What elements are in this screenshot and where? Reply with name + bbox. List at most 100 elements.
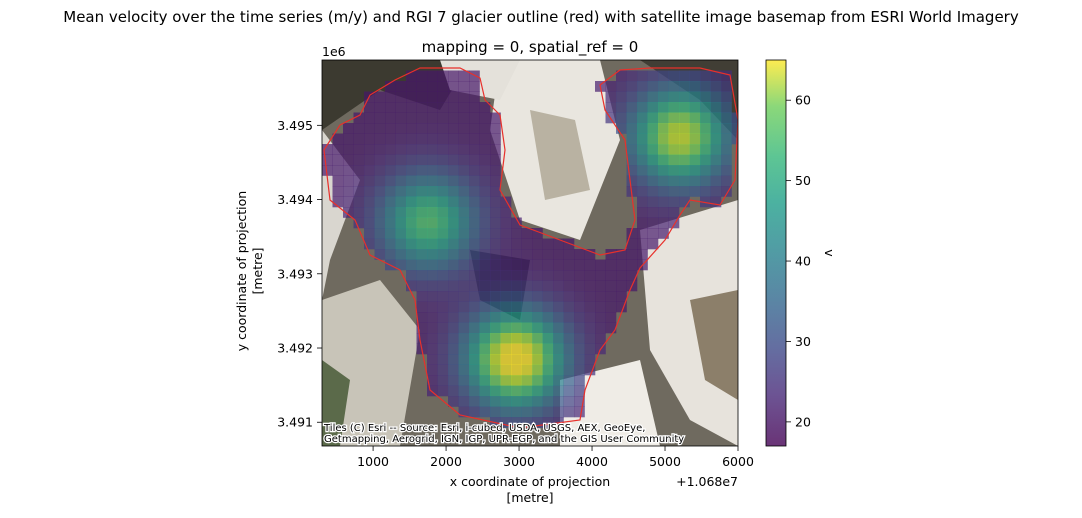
raster-cell — [626, 70, 638, 82]
raster-cell — [584, 343, 596, 355]
raster-cell — [658, 102, 669, 113]
raster-cell — [458, 396, 470, 407]
raster-cell — [511, 364, 522, 376]
raster-cell — [511, 249, 522, 260]
raster-cell — [458, 217, 470, 229]
raster-cell — [469, 175, 480, 187]
x-tick-label: 2000 — [430, 454, 462, 469]
raster-cell — [479, 196, 491, 208]
raster-cell — [500, 396, 512, 407]
raster-cell — [532, 249, 543, 260]
raster-cell — [448, 175, 459, 187]
raster-cell — [553, 375, 564, 386]
raster-cell — [427, 364, 438, 376]
raster-cell — [710, 133, 722, 145]
attribution-line-2: Getmapping, Aerogrid, IGN, IGP, UPR-EGP,… — [324, 434, 684, 445]
raster-cell — [584, 291, 596, 302]
raster-cell — [458, 175, 470, 187]
colorbar-tick-label: 20 — [795, 414, 811, 429]
raster-cell — [521, 385, 533, 397]
raster-cell — [364, 186, 375, 197]
raster-cell — [563, 249, 575, 260]
raster-cell — [479, 312, 491, 323]
raster-cell — [364, 102, 375, 113]
raster-cell — [427, 123, 438, 134]
raster-cell — [490, 270, 501, 281]
raster-cell — [626, 165, 638, 176]
raster-cell — [532, 364, 543, 376]
raster-cell — [532, 406, 543, 418]
raster-cell — [595, 270, 606, 281]
raster-cell — [511, 375, 522, 386]
raster-cell — [658, 70, 669, 82]
raster-cell — [374, 154, 386, 166]
raster-cell — [637, 133, 648, 145]
raster-cell — [406, 112, 417, 124]
y-tick-label: 3.491 — [277, 415, 313, 430]
raster-cell — [416, 196, 428, 208]
raster-cell — [395, 175, 407, 187]
raster-cell — [605, 291, 617, 302]
raster-cell — [511, 385, 522, 397]
raster-cell — [721, 81, 732, 92]
raster-cell — [553, 406, 564, 418]
raster-cell — [700, 133, 711, 145]
raster-cell — [343, 165, 354, 176]
raster-cell — [679, 186, 690, 197]
raster-cell — [553, 312, 564, 323]
raster-cell — [437, 270, 449, 281]
raster-cell — [637, 238, 648, 250]
raster-cell — [647, 70, 659, 82]
raster-cell — [448, 301, 459, 313]
raster-cell — [679, 70, 690, 82]
raster-cell — [532, 322, 543, 334]
raster-cell — [490, 322, 501, 334]
raster-cell — [479, 343, 491, 355]
raster-cell — [532, 238, 543, 250]
raster-cell — [479, 396, 491, 407]
raster-cell — [406, 175, 417, 187]
raster-cell — [721, 112, 732, 124]
raster-cell — [458, 270, 470, 281]
raster-cell — [721, 165, 732, 176]
raster-cell — [679, 102, 690, 113]
raster-cell — [469, 165, 480, 176]
raster-cell — [532, 417, 543, 428]
raster-cell — [637, 217, 648, 229]
raster-cell — [490, 333, 501, 344]
raster-cell — [416, 270, 428, 281]
raster-cell — [469, 207, 480, 218]
raster-cell — [416, 165, 428, 176]
raster-cell — [542, 270, 554, 281]
raster-cell — [637, 81, 648, 92]
raster-cell — [647, 123, 659, 134]
raster-cell — [353, 217, 365, 229]
raster-cell — [437, 322, 449, 334]
raster-cell — [574, 375, 585, 386]
raster-cell — [668, 196, 680, 208]
raster-cell — [395, 259, 407, 271]
map-area[interactable]: Tiles (C) Esri -- Source: Esri, i-cubed,… — [322, 60, 742, 446]
raster-cell — [479, 238, 491, 250]
raster-cell — [385, 91, 396, 103]
raster-cell — [448, 154, 459, 166]
raster-cell — [668, 154, 680, 166]
raster-cell — [395, 207, 407, 218]
raster-cell — [511, 396, 522, 407]
raster-cell — [679, 175, 690, 187]
raster-cell — [605, 322, 617, 334]
raster-cell — [721, 70, 732, 82]
raster-cell — [395, 186, 407, 197]
raster-cell — [385, 81, 396, 92]
raster-cell — [542, 343, 554, 355]
raster-cell — [626, 175, 638, 187]
raster-cell — [448, 102, 459, 113]
raster-cell — [521, 406, 533, 418]
raster-cell — [374, 91, 386, 103]
raster-cell — [479, 301, 491, 313]
raster-cell — [710, 144, 722, 155]
raster-cell — [626, 259, 638, 271]
raster-cell — [574, 270, 585, 281]
raster-cell — [395, 217, 407, 229]
raster-cell — [374, 112, 386, 124]
